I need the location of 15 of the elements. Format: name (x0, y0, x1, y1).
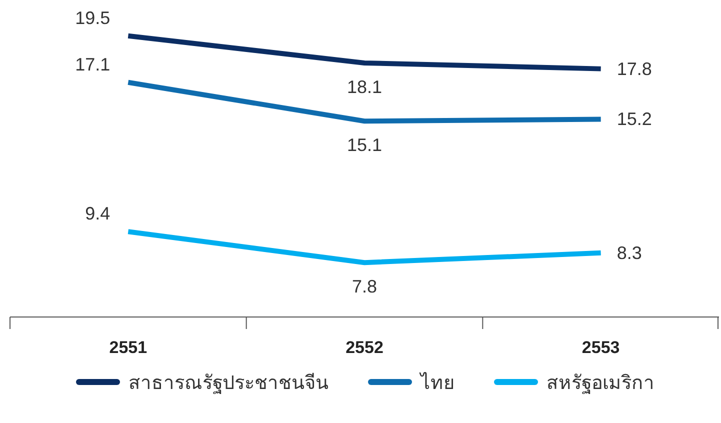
legend-label: สหรัฐอเมริกา (546, 372, 654, 396)
data-label: 7.8 (352, 276, 378, 297)
legend-label: ไทย (420, 371, 454, 396)
data-label: 8.3 (616, 242, 642, 263)
data-label: 17.8 (616, 58, 652, 79)
data-label: 17.1 (75, 54, 110, 74)
x-tick-label: 2552 (346, 338, 384, 357)
x-tick-label: 2551 (109, 338, 148, 357)
data-label: 18.1 (346, 77, 382, 97)
data-label: 19.5 (75, 8, 110, 28)
data-label: 15.1 (346, 135, 382, 156)
data-label: 9.4 (85, 204, 110, 224)
legend-label: สาธารณรัฐประชาชนจีน (128, 372, 328, 396)
data-label: 15.2 (616, 109, 652, 130)
x-tick-label: 2553 (582, 338, 620, 357)
